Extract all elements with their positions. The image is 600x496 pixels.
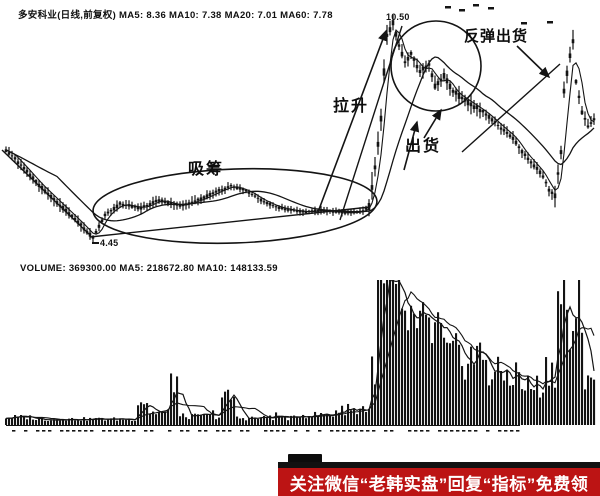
trough-tick-icon (92, 242, 99, 245)
accumulation-phase-label: 吸筹 (188, 161, 225, 178)
distribution-phase-label: 出货 (405, 138, 442, 155)
print-artifact (288, 454, 322, 463)
trough-price-label: 4.45 (92, 238, 118, 248)
pullup-phase-label: 拉升 (333, 98, 370, 115)
wechat-promo-text: 关注微信“老韩实盘”回复“指标”免费领 (289, 474, 589, 494)
wechat-promo-banner: 关注微信“老韩实盘”回复“指标”免费领 (278, 462, 600, 496)
peak-price-label: 10.50 (386, 12, 410, 22)
price-indicator-header: 多安科业(日线,前复权) MA5: 8.36 MA10: 7.38 MA20: … (18, 10, 333, 21)
kline-volume-chart (1, 4, 596, 432)
rebound-distribution-label: 反弹出货 (464, 28, 529, 45)
volume-indicator-header: VOLUME: 369300.00 MA5: 218672.80 MA10: 1… (20, 263, 278, 274)
